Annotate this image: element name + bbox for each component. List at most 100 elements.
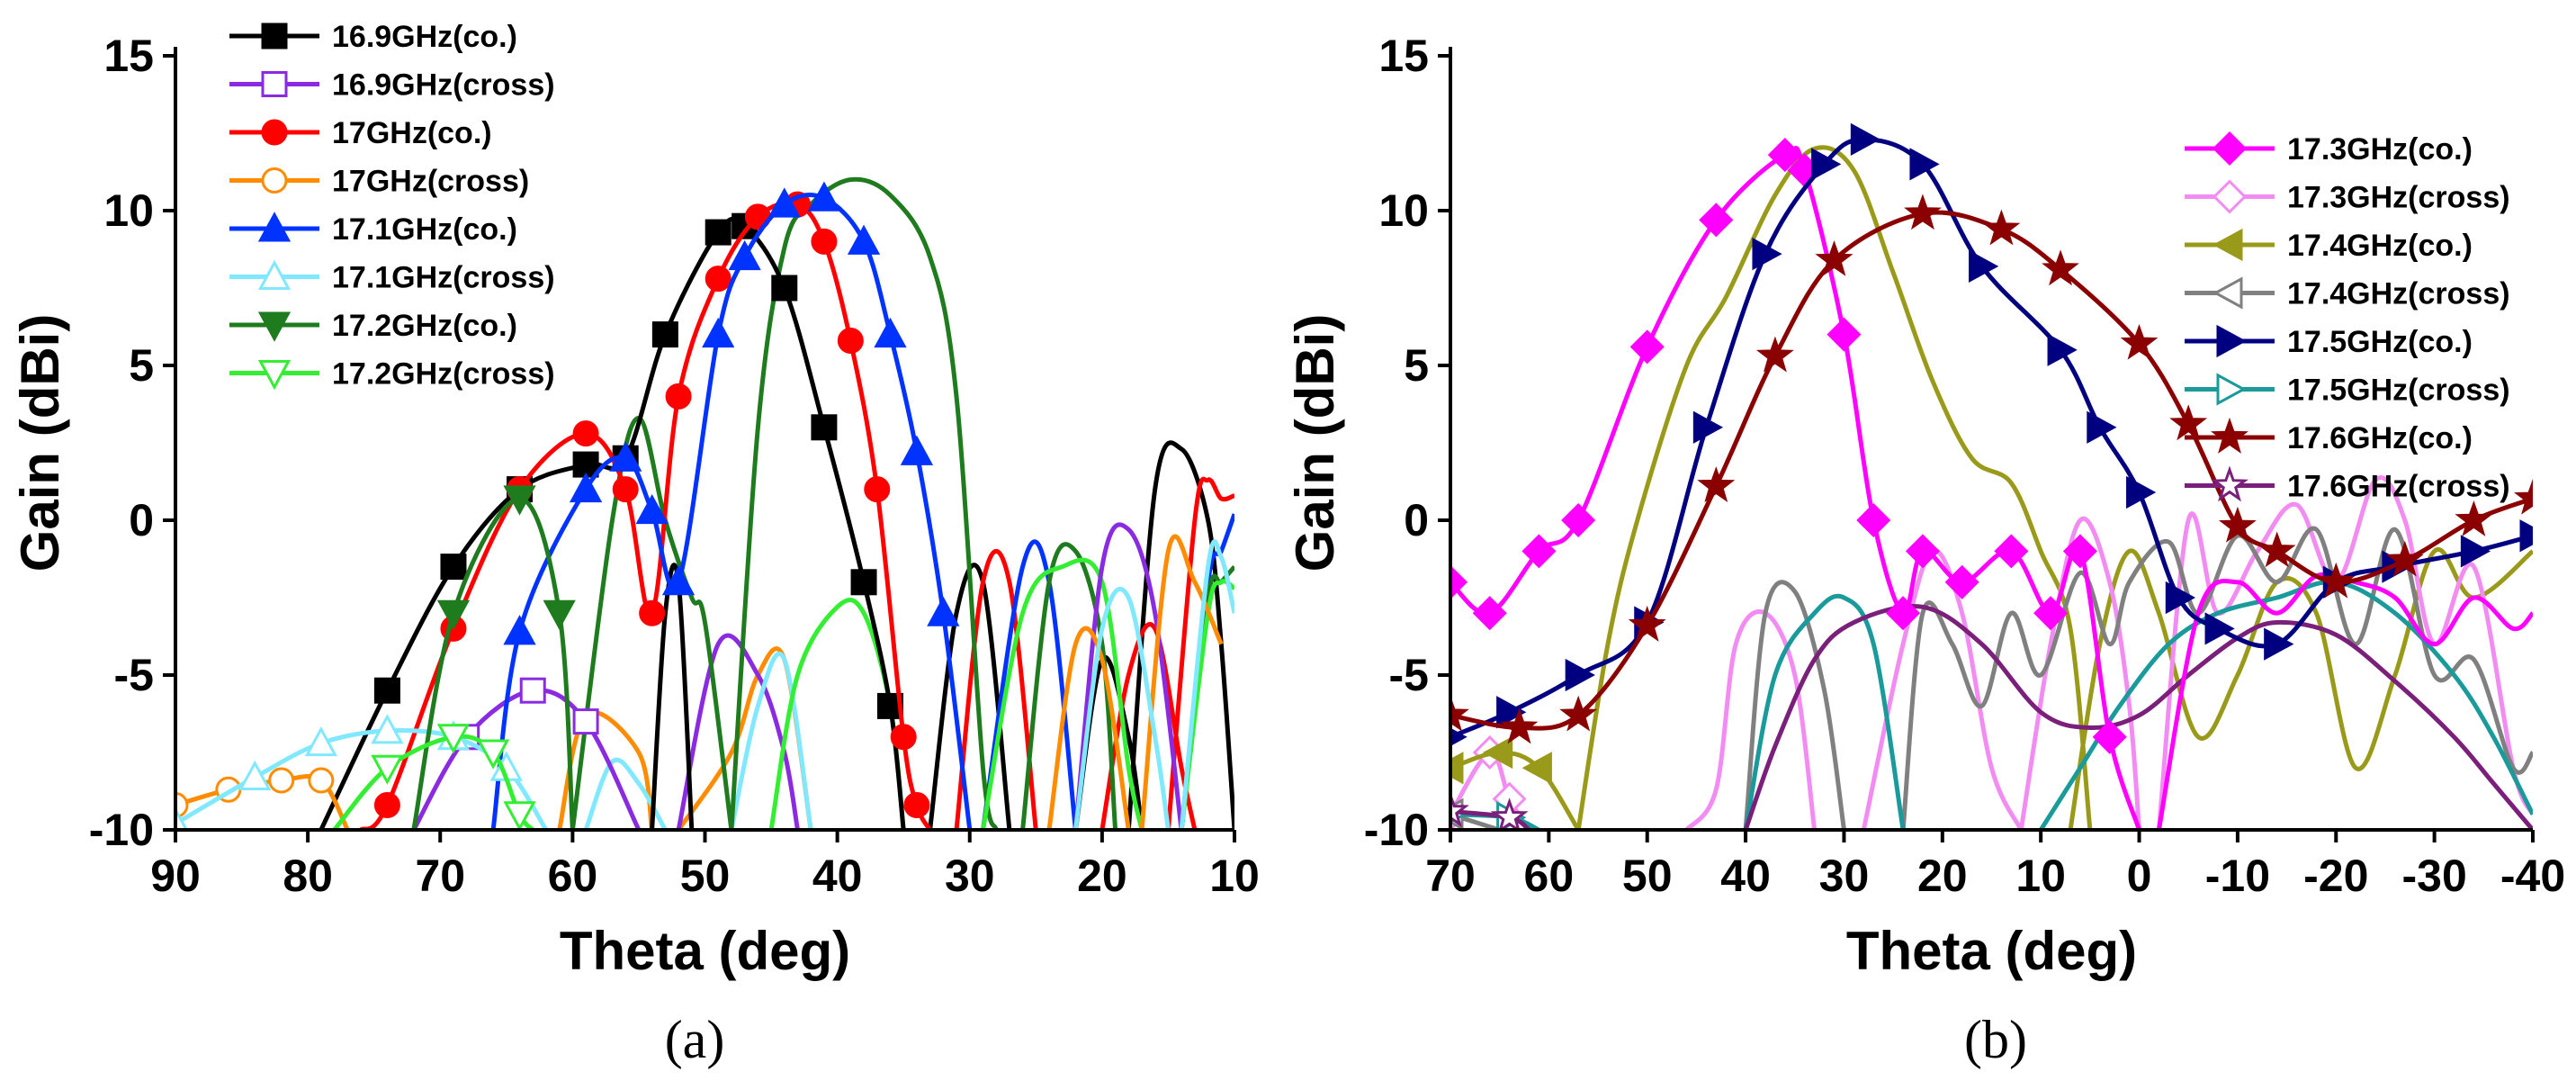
data-point	[864, 476, 891, 503]
data-point	[635, 493, 669, 525]
data-point	[1482, 735, 1513, 770]
x-axis-title: Theta (deg)	[1846, 921, 2137, 981]
data-point	[811, 228, 838, 255]
data-point	[771, 275, 798, 302]
sidelobe-curve	[1861, 548, 2024, 830]
y-tick-label: 15	[1378, 31, 1429, 81]
plot-area	[175, 176, 1234, 830]
x-tick-label: 30	[1819, 851, 1870, 901]
sidelobe-curve	[729, 651, 813, 830]
sidelobe-curve	[1684, 609, 1818, 830]
legend-label: 17.6GHz(cross)	[2287, 470, 2510, 504]
data-point	[612, 476, 639, 503]
data-point	[2165, 581, 2196, 615]
data-point	[837, 327, 864, 354]
sidelobe-curve	[570, 416, 734, 830]
data-point	[373, 791, 400, 818]
x-tick-label: -40	[2500, 851, 2565, 901]
data-point	[874, 317, 907, 348]
data-point	[2062, 534, 2097, 569]
data-point	[1856, 502, 1891, 538]
data-point	[308, 767, 335, 794]
sidelobe-curve	[1126, 440, 1234, 830]
legend-marker	[257, 311, 292, 342]
x-tick-label: 70	[415, 851, 465, 901]
data-point	[572, 708, 599, 735]
legend-label: 17GHz(cross)	[332, 165, 529, 199]
legend: 16.9GHz(co.) 16.9GHz(cross) 17GHz(co.) 17GH…	[229, 20, 555, 392]
legend-label: 17.2GHz(co.)	[332, 309, 517, 343]
x-tick-label: 50	[680, 851, 731, 901]
data-point	[807, 181, 841, 212]
sidelobe-curve	[1179, 539, 1234, 830]
data-point	[436, 599, 471, 630]
data-point	[1815, 240, 1853, 276]
x-tick-label: 0	[2127, 851, 2152, 901]
data-point	[1850, 122, 1881, 157]
x-tick-label: -10	[2205, 851, 2270, 901]
legend-marker	[2212, 131, 2248, 167]
y-axis-title: Gain (dBi)	[10, 314, 70, 572]
data-point	[850, 569, 877, 596]
data-point	[2455, 500, 2493, 536]
data-point	[238, 760, 272, 791]
data-point	[1496, 696, 1527, 729]
data-point	[1521, 752, 1552, 785]
series-line	[1450, 146, 2141, 830]
data-point	[1450, 564, 1468, 599]
legend-label: 17.5GHz(cross)	[2287, 374, 2510, 408]
data-point	[175, 806, 188, 830]
x-tick-label: 40	[1720, 851, 1771, 901]
data-point	[440, 554, 467, 581]
data-point	[1628, 605, 1666, 642]
legend-marker	[257, 360, 292, 391]
legend-label: 16.9GHz(cross)	[332, 68, 555, 103]
data-point	[2204, 612, 2235, 645]
x-tick-label: 20	[1077, 851, 1127, 901]
sidelobe-curve	[729, 176, 999, 830]
legend-marker	[257, 212, 292, 242]
sidelobe-curve	[981, 539, 1078, 830]
data-point	[890, 724, 917, 751]
data-point	[268, 767, 295, 794]
data-point	[519, 677, 546, 704]
data-point	[1450, 791, 1469, 828]
data-point	[1827, 317, 1862, 352]
data-point	[1472, 596, 1507, 631]
sidelobe-curve	[1020, 542, 1118, 830]
legend-marker	[2212, 179, 2248, 214]
sidelobe-curve	[1046, 626, 1131, 830]
legend-marker	[261, 71, 288, 97]
sidelobe-curve	[1073, 586, 1171, 830]
sidelobe-curve	[557, 709, 655, 830]
data-point	[1994, 534, 2029, 569]
data-point	[2047, 333, 2078, 366]
legend-label: 17.1GHz(cross)	[332, 261, 555, 295]
x-tick-label: 10	[2015, 851, 2066, 901]
data-point	[1692, 410, 1724, 444]
data-point	[1521, 534, 1557, 569]
y-tick-label: 10	[103, 185, 154, 236]
data-point	[1752, 238, 1782, 271]
x-tick-label: 80	[283, 851, 333, 901]
data-point	[2317, 562, 2356, 599]
y-axis-title: Gain (dBi)	[1285, 314, 1345, 572]
data-point	[1450, 695, 1469, 732]
data-point	[2126, 475, 2157, 509]
data-point	[639, 599, 666, 626]
data-point	[705, 219, 732, 246]
data-point	[569, 472, 603, 503]
data-point	[702, 317, 735, 348]
data-point	[1886, 596, 1921, 631]
data-point	[927, 596, 960, 626]
data-point	[2169, 404, 2208, 441]
legend-marker	[261, 119, 288, 146]
y-tick-label: 15	[103, 31, 154, 81]
data-point	[304, 725, 337, 757]
x-tick-label: -20	[2303, 851, 2368, 901]
sidelobe-curve	[954, 549, 1038, 830]
x-tick-label: 50	[1622, 851, 1673, 901]
data-point	[767, 187, 801, 218]
data-point	[1969, 249, 1999, 284]
legend-label: 17.1GHz(co.)	[332, 212, 517, 247]
